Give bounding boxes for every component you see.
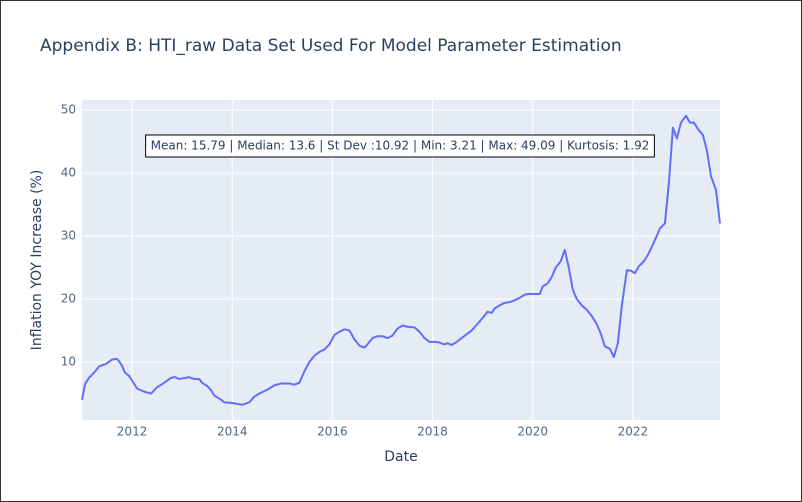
x-tick-label: 2016 [317,425,348,439]
y-tick-label: 20 [61,292,76,306]
y-tick-label: 40 [61,166,76,180]
x-tick-label: 2020 [517,425,548,439]
y-tick-label: 10 [61,355,76,369]
x-tick-label: 2022 [618,425,649,439]
y-tick-label: 30 [61,229,76,243]
data-line [81,114,721,406]
x-axis-title: Date [384,449,417,465]
x-tick-label: 2014 [217,425,248,439]
x-tick-label: 2018 [417,425,448,439]
annotation-text: Mean: 15.79 | Median: 13.6 | St Dev :10.… [151,139,650,153]
y-axis-title: Inflation YOY Increase (%) [29,170,45,351]
annotation: Mean: 15.79 | Median: 13.6 | St Dev :10.… [145,134,655,158]
x-tick-label: 2012 [117,425,148,439]
chart-title: Appendix B: HTI_raw Data Set Used For Mo… [40,36,622,56]
annotation-box [145,134,655,158]
y-tick-label: 50 [61,103,76,117]
